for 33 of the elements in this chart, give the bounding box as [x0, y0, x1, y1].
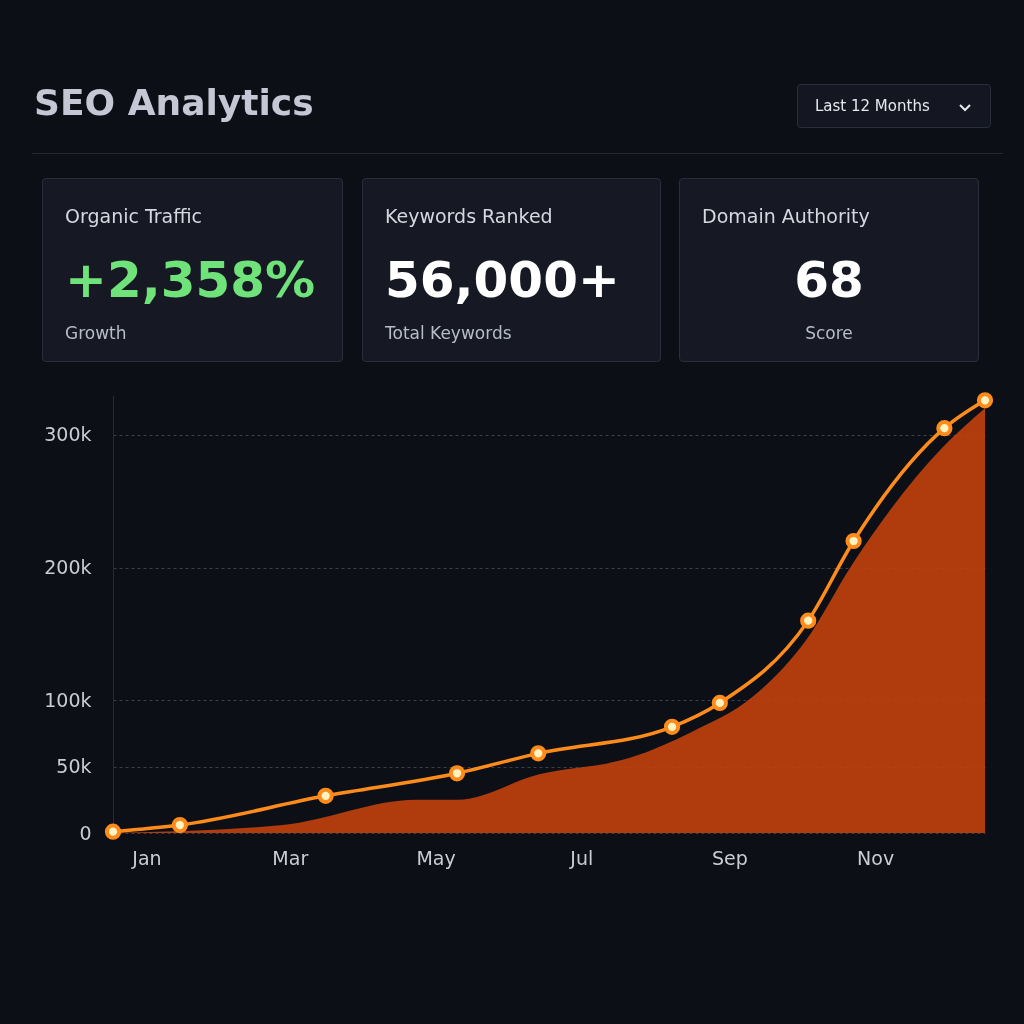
x-tick-label: Jan	[131, 846, 162, 869]
point	[448, 765, 466, 782]
y-tick-label: 0	[79, 821, 92, 844]
text: Total Keywords	[385, 323, 512, 343]
point	[845, 532, 862, 550]
x-tick-label: Sep	[711, 846, 748, 869]
y-tick-label: 300k	[44, 423, 92, 446]
x-tick-label: May	[416, 846, 456, 869]
text: Keywords Ranked	[385, 205, 553, 227]
text: Last 12 Months	[815, 97, 930, 115]
point	[530, 745, 547, 762]
y-tick-label: 100k	[44, 688, 92, 711]
x-tick-label: Mar	[272, 846, 309, 869]
point	[317, 787, 334, 804]
point	[171, 816, 189, 834]
y-tick-label: 200k	[44, 556, 92, 579]
y-tick-label: 50k	[56, 755, 92, 778]
point	[936, 420, 953, 437]
text: 56,000+	[385, 251, 620, 309]
x-tick-label: Nov	[857, 846, 895, 869]
point	[711, 694, 728, 712]
point	[663, 718, 681, 735]
text: Domain Authority	[702, 205, 870, 227]
x-tick-label: Jul	[569, 846, 594, 869]
point	[800, 612, 817, 629]
text: Organic Traffic	[65, 205, 203, 227]
point	[104, 823, 122, 840]
text: 68	[793, 251, 865, 309]
text: +2,358%	[65, 251, 316, 309]
text: Growth	[65, 323, 127, 343]
text: SEO Analytics	[34, 82, 314, 123]
point	[976, 392, 994, 409]
text: Score	[804, 323, 854, 343]
